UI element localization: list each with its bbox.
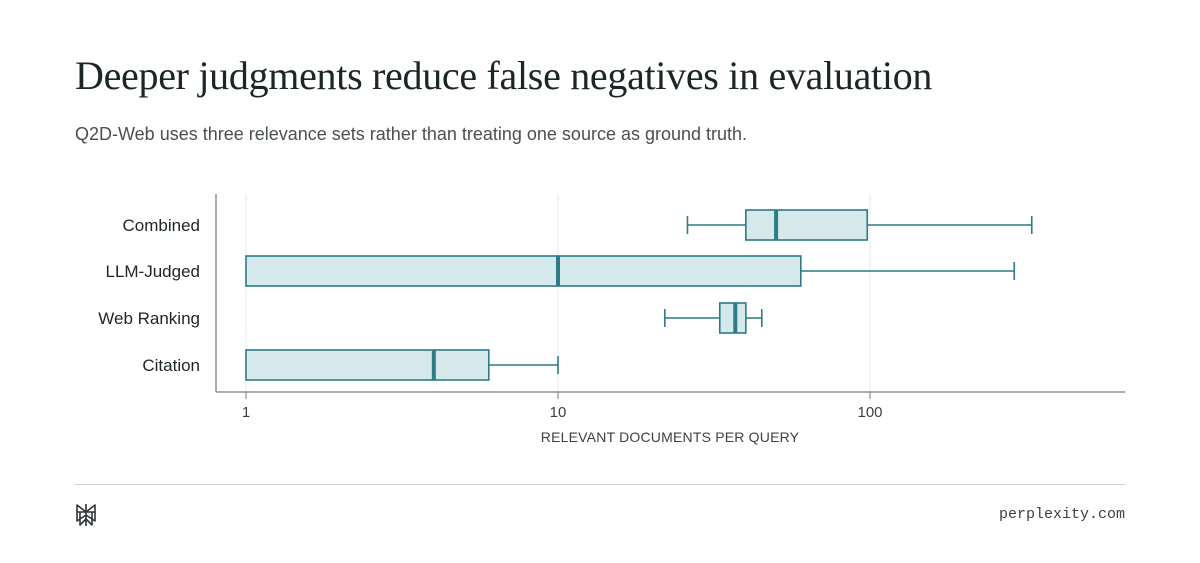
box-llm-judged: LLM-Judged xyxy=(105,255,1016,287)
box-combined: Combined xyxy=(123,209,1033,241)
perplexity-logo-icon xyxy=(76,504,96,526)
box-web-ranking: Web Ranking xyxy=(98,302,763,334)
category-label: Citation xyxy=(142,356,200,375)
x-tick-label: 100 xyxy=(857,404,882,421)
category-label: LLM-Judged xyxy=(105,262,200,281)
category-label: Web Ranking xyxy=(98,309,200,328)
iqr-box xyxy=(745,209,869,241)
iqr-box xyxy=(718,302,747,334)
footer-url: perplexity.com xyxy=(998,506,1125,523)
chart-subtitle: Q2D-Web uses three relevance sets rather… xyxy=(75,124,748,144)
x-axis-label: RELEVANT DOCUMENTS PER QUERY xyxy=(541,429,800,445)
boxplot-chart: 1 10 100 RELEVANT DOCUMENTS PER QUERY Combin… xyxy=(98,194,1125,445)
category-label: Combined xyxy=(123,216,201,235)
x-tick-label: 1 xyxy=(242,404,250,421)
box-citation: Citation xyxy=(142,349,559,381)
chart-title: Deeper judgments reduce false negatives … xyxy=(75,53,933,98)
x-tick-label: 10 xyxy=(550,404,567,421)
iqr-box xyxy=(245,255,802,287)
footer-divider xyxy=(75,484,1125,485)
iqr-box xyxy=(245,349,490,381)
